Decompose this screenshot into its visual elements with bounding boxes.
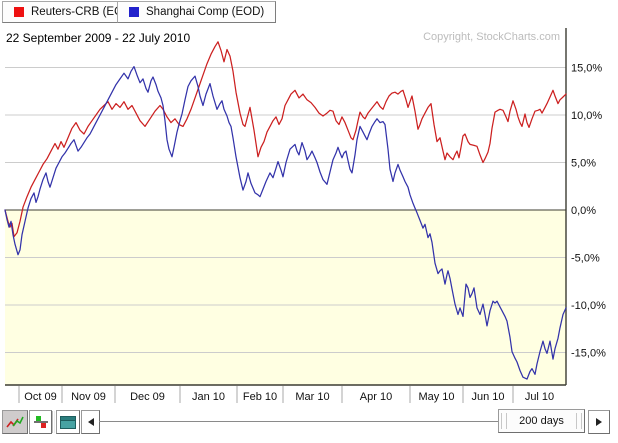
date-range-label: 22 September 2009 - 22 July 2010 [6, 31, 191, 45]
y-tick-label: -10,0% [571, 300, 606, 312]
x-month-label: May 10 [418, 391, 454, 403]
performance-markers-icon [33, 416, 48, 428]
y-tick-label: -5,0% [571, 253, 600, 265]
scroll-left-icon [87, 418, 94, 426]
x-month-label: Jul 10 [525, 391, 554, 403]
range-label: 200 days [519, 415, 564, 427]
scroll-left-button[interactable] [81, 410, 100, 434]
line-chart-icon [6, 416, 24, 428]
legend-button-reuters-crb[interactable]: Reuters-CRB (EOD) [2, 1, 148, 23]
thumb-grip-right [576, 413, 582, 429]
x-month-label: Mar 10 [295, 391, 329, 403]
y-tick-label: 5,0% [571, 158, 596, 170]
reuters-crb-color-swatch [14, 7, 24, 17]
toolbar-divider [52, 411, 55, 433]
x-month-label: Oct 09 [24, 391, 56, 403]
copyright-text: Copyright, StockCharts.com [423, 31, 560, 43]
legend-button-shanghai-comp[interactable]: Shanghai Comp (EOD) [117, 1, 277, 23]
series-line-reuters-crb-eod- [4, 41, 567, 238]
x-month-label: Jan 10 [192, 391, 225, 403]
legend-label: Reuters-CRB (EOD) [31, 6, 136, 18]
legend-label: Shanghai Comp (EOD) [146, 6, 265, 18]
y-tick-label: 10,0% [571, 110, 602, 122]
x-month-label: Nov 09 [71, 391, 106, 403]
x-month-label: Jun 10 [471, 391, 504, 403]
below-zero-shading [5, 210, 566, 385]
series-line-shanghai-comp-eod- [4, 65, 567, 380]
y-tick-label: 0,0% [571, 205, 596, 217]
range-scrollbar-thumb[interactable]: 200 days [498, 409, 585, 433]
y-tick-label: 15,0% [571, 63, 602, 75]
x-month-label: Dec 09 [130, 391, 165, 403]
x-month-label: Feb 10 [243, 391, 277, 403]
thumb-grip-left [501, 413, 507, 429]
scroll-right-button[interactable] [588, 410, 610, 434]
scroll-right-icon [596, 418, 602, 426]
x-month-label: Apr 10 [360, 391, 392, 403]
range-scrollbar-track[interactable] [99, 421, 498, 422]
shanghai-comp-color-swatch [129, 7, 139, 17]
area-chart-style-button[interactable] [56, 410, 80, 434]
y-tick-label: -15,0% [571, 348, 606, 360]
line-chart-style-button[interactable] [2, 410, 28, 434]
performance-markers-style-button[interactable] [29, 410, 52, 434]
area-chart-icon [60, 415, 76, 429]
